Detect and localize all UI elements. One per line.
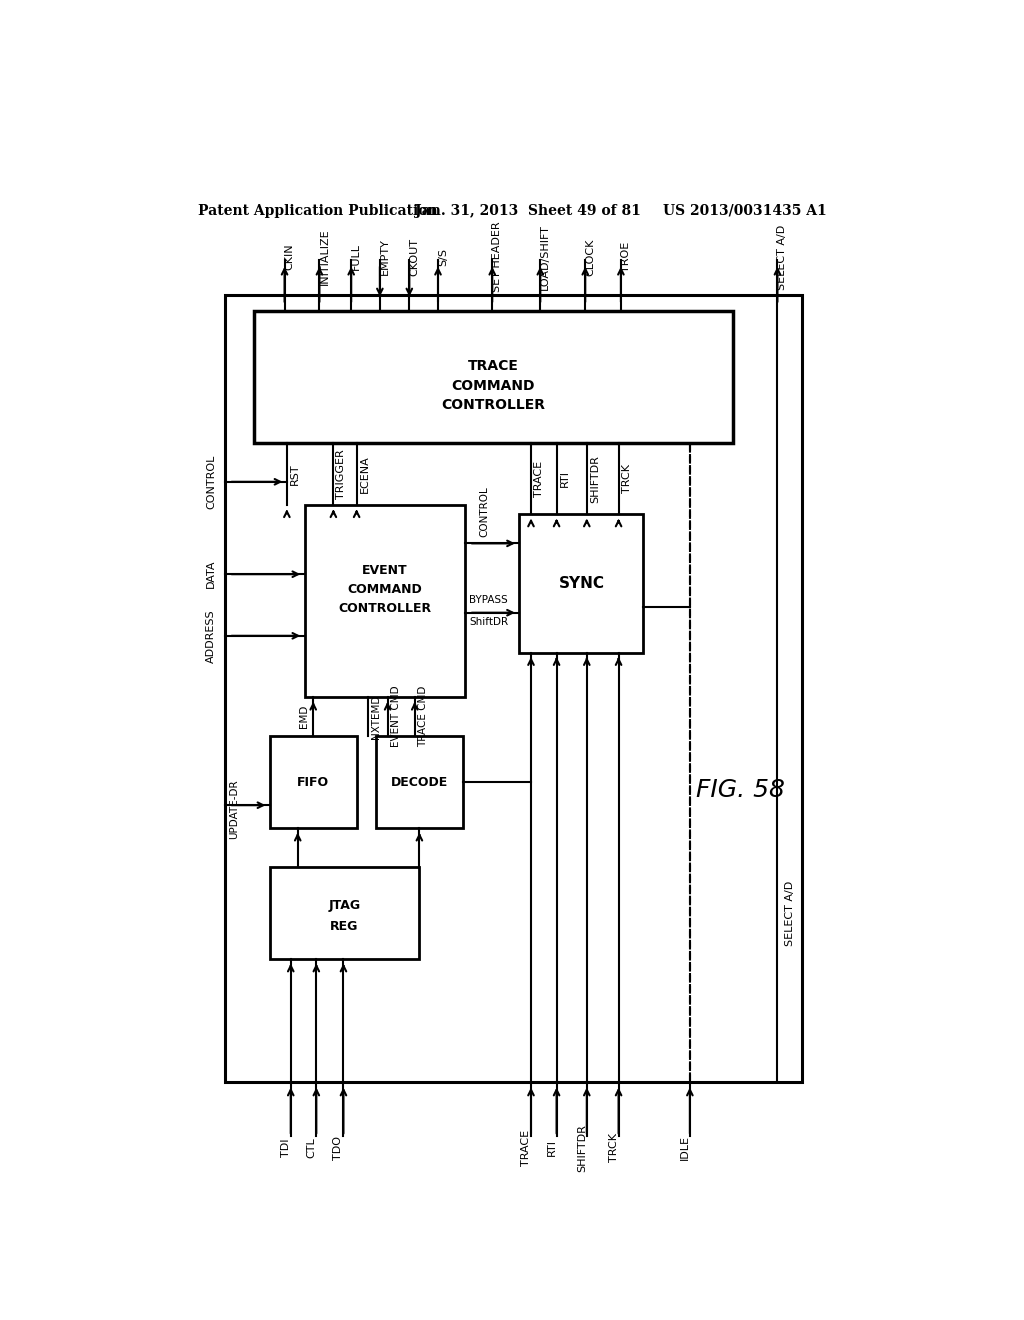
Text: TRACE: TRACE [468,359,518,374]
Text: TRCK: TRCK [622,465,632,494]
Text: FIG. 58: FIG. 58 [696,777,784,801]
Bar [270,737,356,829]
Text: TDI: TDI [281,1139,291,1158]
Text: FULL: FULL [351,243,361,271]
Text: SHIFTDR: SHIFTDR [590,455,600,503]
Text: ADDRESS: ADDRESS [206,609,216,663]
Text: EMPTY: EMPTY [380,239,390,276]
Text: NXTEMD: NXTEMD [372,694,381,739]
Bar [305,506,465,697]
Text: ECENA: ECENA [359,455,370,492]
Text: ShiftDR: ShiftDR [469,616,508,627]
Text: CKIN: CKIN [285,244,295,271]
Bar [376,737,463,829]
Bar [270,867,419,960]
Text: CONTROLLER: CONTROLLER [441,397,545,412]
Text: Patent Application Publication: Patent Application Publication [198,203,437,218]
Text: COMMAND: COMMAND [347,583,422,597]
Text: LOAD/SHIFT: LOAD/SHIFT [541,224,550,290]
Text: IDLE: IDLE [680,1135,690,1160]
Bar [225,296,802,1082]
Text: SELECT A/D: SELECT A/D [777,224,787,289]
Text: DATA: DATA [206,560,216,589]
Text: INITIALIZE: INITIALIZE [319,228,330,285]
Text: TRIGGER: TRIGGER [337,449,346,499]
Text: Jan. 31, 2013  Sheet 49 of 81: Jan. 31, 2013 Sheet 49 of 81 [415,203,641,218]
Text: EMD: EMD [299,705,308,729]
Text: CONTROL: CONTROL [206,454,216,510]
Text: EVENT: EVENT [362,564,408,577]
Text: SHIFTDR: SHIFTDR [577,1123,587,1172]
Text: TRACE CMD: TRACE CMD [418,686,428,747]
Text: RTI: RTI [560,470,569,487]
Text: EVENT CMD: EVENT CMD [391,686,400,747]
Text: RTI: RTI [547,1139,557,1156]
Text: TRACE: TRACE [521,1130,531,1166]
Text: CONTROL: CONTROL [479,487,489,537]
Text: S/S: S/S [438,248,449,265]
Text: SYNC: SYNC [558,576,604,591]
Text: TRCK: TRCK [608,1134,618,1163]
Text: SELECT A/D: SELECT A/D [785,880,796,945]
Text: RST: RST [290,463,300,484]
Bar [519,513,643,653]
Text: CONTROLLER: CONTROLLER [338,602,431,615]
Text: BYPASS: BYPASS [469,595,508,605]
Text: TROE: TROE [621,242,631,272]
Text: FIFO: FIFO [297,776,330,788]
Text: REG: REG [330,920,358,933]
Text: JTAG: JTAG [328,899,360,912]
Text: US 2013/0031435 A1: US 2013/0031435 A1 [663,203,826,218]
Text: TDO: TDO [334,1135,343,1160]
Text: COMMAND: COMMAND [452,379,535,392]
Text: TRACE: TRACE [535,461,544,496]
Text: SET HEADER: SET HEADER [493,222,502,292]
Text: DECODE: DECODE [391,776,449,788]
Bar [254,312,732,444]
Text: CLOCK: CLOCK [586,239,595,276]
Text: CTL: CTL [306,1138,316,1158]
Text: UPDATE-DR: UPDATE-DR [228,779,239,840]
Text: CKOUT: CKOUT [410,238,419,276]
